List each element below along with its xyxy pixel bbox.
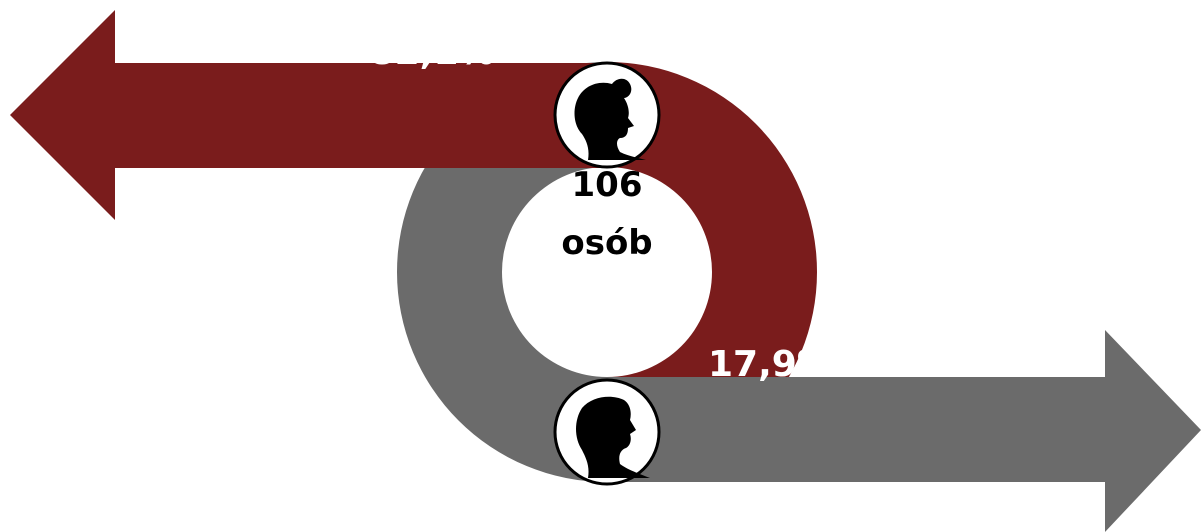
arrow-right <box>607 330 1201 532</box>
total-count: 106 <box>572 165 643 205</box>
arrow-left <box>10 10 607 220</box>
male-icon <box>553 378 661 486</box>
female-icon <box>553 61 661 169</box>
total-unit: osób <box>561 223 652 263</box>
bottom-share-label: 17,9% <box>708 344 833 385</box>
top-share-label: 82,1% <box>370 32 495 73</box>
